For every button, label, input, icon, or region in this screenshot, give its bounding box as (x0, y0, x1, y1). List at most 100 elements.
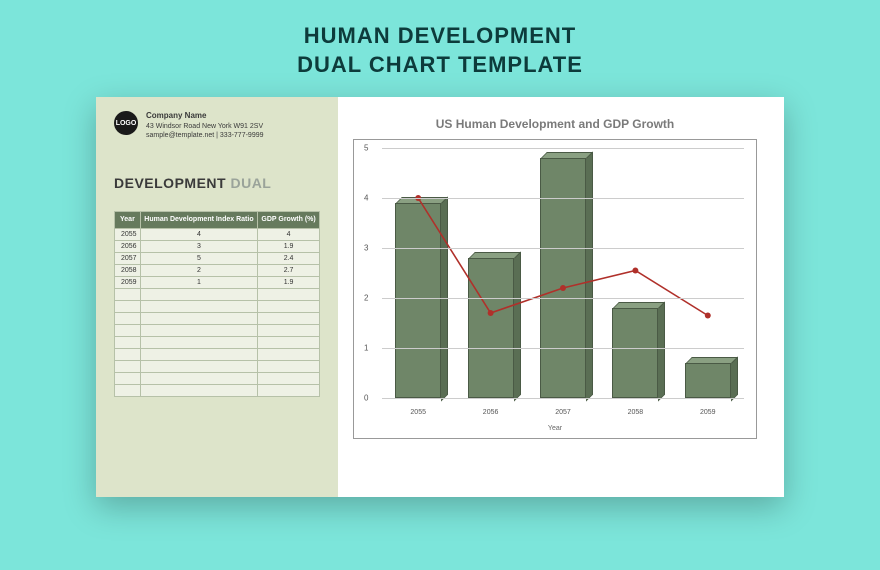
left-panel: LOGO Company Name 43 Windsor Road New Yo… (96, 97, 338, 497)
table-cell: 3 (140, 241, 257, 253)
table-header: Human Development Index Ratio (140, 211, 257, 228)
grid-line (382, 298, 744, 299)
table-cell (258, 289, 320, 301)
page-title-line1: HUMAN DEVELOPMENT (0, 22, 880, 51)
table-cell: 2055 (115, 229, 141, 241)
chart-x-labels: 2055 2056 2057 2058 2059 (382, 409, 744, 416)
table-row: 205631.9 (115, 241, 320, 253)
table-row (115, 385, 320, 397)
table-row (115, 361, 320, 373)
bar (395, 203, 441, 398)
bar (468, 258, 514, 398)
table-cell (140, 373, 257, 385)
x-tick-label: 2055 (410, 409, 426, 416)
table-cell (140, 361, 257, 373)
table-cell: 2 (140, 265, 257, 277)
company-contact: sample@template.net | 333-777-9999 (146, 131, 264, 140)
table-cell: 1.9 (258, 277, 320, 289)
table-cell (140, 349, 257, 361)
company-text: Company Name 43 Windsor Road New York W9… (146, 111, 264, 141)
table-cell (258, 301, 320, 313)
x-tick-label: 2057 (555, 409, 571, 416)
table-row (115, 301, 320, 313)
table-cell (140, 289, 257, 301)
table-row (115, 289, 320, 301)
chart-plot: 012345 (382, 148, 744, 398)
table-cell (258, 313, 320, 325)
table-row (115, 325, 320, 337)
table-row: 205544 (115, 229, 320, 241)
chart-title: US Human Development and GDP Growth (348, 117, 762, 131)
y-tick-label: 3 (364, 244, 368, 253)
page-title-line2: DUAL CHART TEMPLATE (0, 51, 880, 80)
table-cell: 2057 (115, 253, 141, 265)
table-cell (140, 301, 257, 313)
table-cell (258, 349, 320, 361)
table-cell: 2059 (115, 277, 141, 289)
table-header: GDP Growth (%) (258, 211, 320, 228)
section-title: DEVELOPMENT DUAL (114, 175, 320, 191)
table-cell: 2.4 (258, 253, 320, 265)
table-cell (140, 337, 257, 349)
grid-line (382, 248, 744, 249)
section-word1: DEVELOPMENT (114, 175, 226, 191)
right-panel: US Human Development and GDP Growth 0123… (338, 97, 784, 497)
table-cell: 2058 (115, 265, 141, 277)
chart-frame: 012345 2055 2056 2057 2058 2059 Year (353, 139, 757, 439)
table-cell (140, 385, 257, 397)
table-row: 205911.9 (115, 277, 320, 289)
table-cell: 5 (140, 253, 257, 265)
table-row: 205752.4 (115, 253, 320, 265)
grid-line (382, 398, 744, 399)
bar-slot (536, 148, 590, 398)
table-cell: 2.7 (258, 265, 320, 277)
bar-slot (681, 148, 735, 398)
table-cell (115, 325, 141, 337)
table-cell: 1.9 (258, 241, 320, 253)
bar (612, 308, 658, 398)
grid-line (382, 148, 744, 149)
x-tick-label: 2059 (700, 409, 716, 416)
table-cell (258, 361, 320, 373)
table-row: 205822.7 (115, 265, 320, 277)
table-cell (140, 313, 257, 325)
x-tick-label: 2058 (628, 409, 644, 416)
chart-bars (382, 148, 744, 398)
bar (540, 158, 586, 398)
grid-line (382, 198, 744, 199)
table-header: Year (115, 211, 141, 228)
table-cell: 2056 (115, 241, 141, 253)
chart-x-axis-title: Year (354, 425, 756, 432)
table-cell: 4 (258, 229, 320, 241)
table-cell (258, 373, 320, 385)
y-tick-label: 1 (364, 344, 368, 353)
x-tick-label: 2056 (483, 409, 499, 416)
y-tick-label: 0 (364, 394, 368, 403)
table-cell: 4 (140, 229, 257, 241)
y-tick-label: 2 (364, 294, 368, 303)
company-address: 43 Windsor Road New York W91 2SV (146, 122, 264, 131)
data-table: YearHuman Development Index RatioGDP Gro… (114, 211, 320, 397)
table-cell (115, 349, 141, 361)
section-word2: DUAL (230, 175, 271, 191)
table-row (115, 349, 320, 361)
y-tick-label: 5 (364, 144, 368, 153)
table-cell (115, 313, 141, 325)
table-cell (115, 289, 141, 301)
logo-icon: LOGO (114, 111, 138, 135)
table-cell (115, 373, 141, 385)
bar-slot (391, 148, 445, 398)
table-row (115, 373, 320, 385)
bar-slot (608, 148, 662, 398)
page-title: HUMAN DEVELOPMENT DUAL CHART TEMPLATE (0, 0, 880, 97)
template-card: LOGO Company Name 43 Windsor Road New Yo… (96, 97, 784, 497)
table-row (115, 337, 320, 349)
table-row (115, 313, 320, 325)
grid-line (382, 348, 744, 349)
company-name: Company Name (146, 111, 264, 122)
table-cell (140, 325, 257, 337)
bar-slot (464, 148, 518, 398)
table-cell: 1 (140, 277, 257, 289)
table-cell (258, 385, 320, 397)
table-cell (115, 301, 141, 313)
